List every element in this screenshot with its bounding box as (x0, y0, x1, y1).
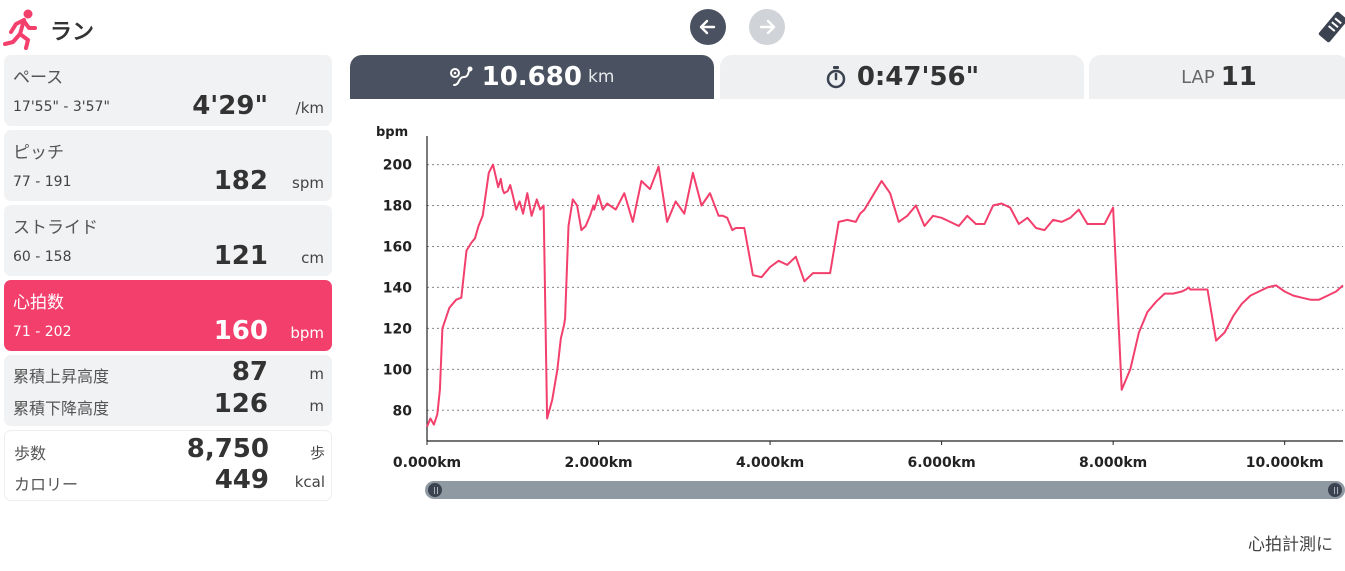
descent-unit: m (309, 397, 324, 415)
stride-stat-card[interactable]: ストライド 60 - 158 121 cm (4, 205, 332, 276)
y-tick-label: 160 (383, 239, 412, 255)
heart-rate-stat-card[interactable]: 心拍数 71 - 202 160 bpm (4, 280, 332, 351)
tab-distance[interactable]: 10.680 km (350, 55, 714, 99)
descent-label: 累積下降高度 (13, 399, 110, 418)
steps-label: 歩数 (14, 444, 47, 463)
pitch-unit: spm (292, 174, 324, 192)
x-tick-label: 10.000km (1246, 455, 1324, 470)
range-slider-end-handle[interactable] (1327, 482, 1343, 498)
tab-lap[interactable]: LAP 11 (1089, 55, 1345, 99)
x-tick-label: 0.000km (393, 455, 461, 470)
activity-title: ラン (50, 20, 95, 45)
y-tick-label: 200 (383, 158, 412, 174)
pace-range: 17'55" - 3'57" (13, 99, 110, 115)
previous-activity-button[interactable] (690, 9, 726, 45)
y-tick-label: 80 (393, 403, 413, 419)
stopwatch-icon (826, 66, 846, 89)
next-activity-button[interactable] (749, 9, 785, 45)
y-axis-label: bpm (376, 125, 408, 140)
heart-rate-label: 心拍数 (13, 293, 64, 313)
pitch-range: 77 - 191 (13, 174, 72, 190)
pitch-label: ピッチ (13, 143, 64, 163)
calories-label: カロリー (14, 475, 79, 494)
arrow-right-icon (759, 19, 776, 35)
descent-value: 126 (213, 389, 268, 419)
route-pin-icon (449, 66, 473, 86)
lap-label: LAP (1181, 66, 1215, 88)
heart-rate-chart-svg: bpm 80 100 120 140 160 180 200 0.000km 2.000km 4.0… (376, 125, 1344, 470)
footer-text: 心拍計測に (1248, 535, 1333, 555)
pace-unit: /km (295, 99, 324, 117)
range-slider-track[interactable] (425, 481, 1345, 499)
running-figure-icon (3, 9, 37, 50)
steps-row: 歩数 8,750 歩 (5, 434, 333, 466)
range-slider-start-handle[interactable] (427, 482, 443, 498)
header: ラン (0, 0, 1345, 54)
y-tick-label: 180 (383, 199, 412, 215)
stride-unit: cm (301, 249, 324, 267)
stride-value: 121 (213, 241, 268, 271)
lap-value: 11 (1220, 62, 1257, 92)
descent-row: 累積下降高度 126 m (4, 389, 332, 421)
pitch-value: 182 (213, 166, 268, 196)
x-tick-label: 6.000km (908, 455, 976, 470)
heart-rate-value: 160 (213, 316, 268, 346)
x-tick-label: 2.000km (564, 455, 632, 470)
calories-unit: kcal (294, 473, 325, 491)
elevation-stat-card: 累積上昇高度 87 m 累積下降高度 126 m (4, 355, 332, 426)
tab-time[interactable]: 0:47'56" (720, 55, 1084, 99)
calories-value: 449 (214, 465, 269, 495)
y-tick-label: 100 (383, 362, 412, 378)
heart-rate-unit: bpm (290, 324, 324, 342)
distance-unit: km (587, 67, 615, 87)
ascent-label: 累積上昇高度 (13, 367, 110, 386)
tag-edit-icon[interactable] (1318, 10, 1345, 44)
stride-label: ストライド (13, 218, 98, 238)
stride-range: 60 - 158 (13, 249, 72, 265)
y-tick-label: 140 (383, 280, 412, 296)
calories-row: カロリー 449 kcal (5, 465, 333, 497)
steps-unit: 歩 (309, 444, 325, 462)
y-tick-label: 120 (383, 321, 412, 337)
time-value: 0:47'56" (856, 62, 980, 92)
steps-stat-card: 歩数 8,750 歩 カロリー 449 kcal (4, 430, 332, 501)
distance-value: 10.680 (481, 62, 582, 92)
steps-value: 8,750 (186, 434, 269, 464)
pace-value: 4'29" (192, 91, 268, 121)
heart-rate-range: 71 - 202 (13, 324, 72, 340)
ascent-unit: m (309, 365, 324, 383)
pitch-stat-card[interactable]: ピッチ 77 - 191 182 spm (4, 130, 332, 201)
x-tick-label: 8.000km (1079, 455, 1147, 470)
arrow-left-icon (699, 19, 716, 35)
heart-rate-line (426, 163, 1344, 428)
ascent-value: 87 (231, 357, 268, 387)
heart-rate-chart[interactable]: bpm 80 100 120 140 160 180 200 0.000km 2.000km 4.0… (360, 110, 1345, 470)
pace-stat-card[interactable]: ペース 17'55" - 3'57" 4'29" /km (4, 55, 332, 126)
ascent-row: 累積上昇高度 87 m (4, 357, 332, 389)
pace-label: ペース (13, 68, 64, 88)
x-tick-label: 4.000km (736, 455, 804, 470)
